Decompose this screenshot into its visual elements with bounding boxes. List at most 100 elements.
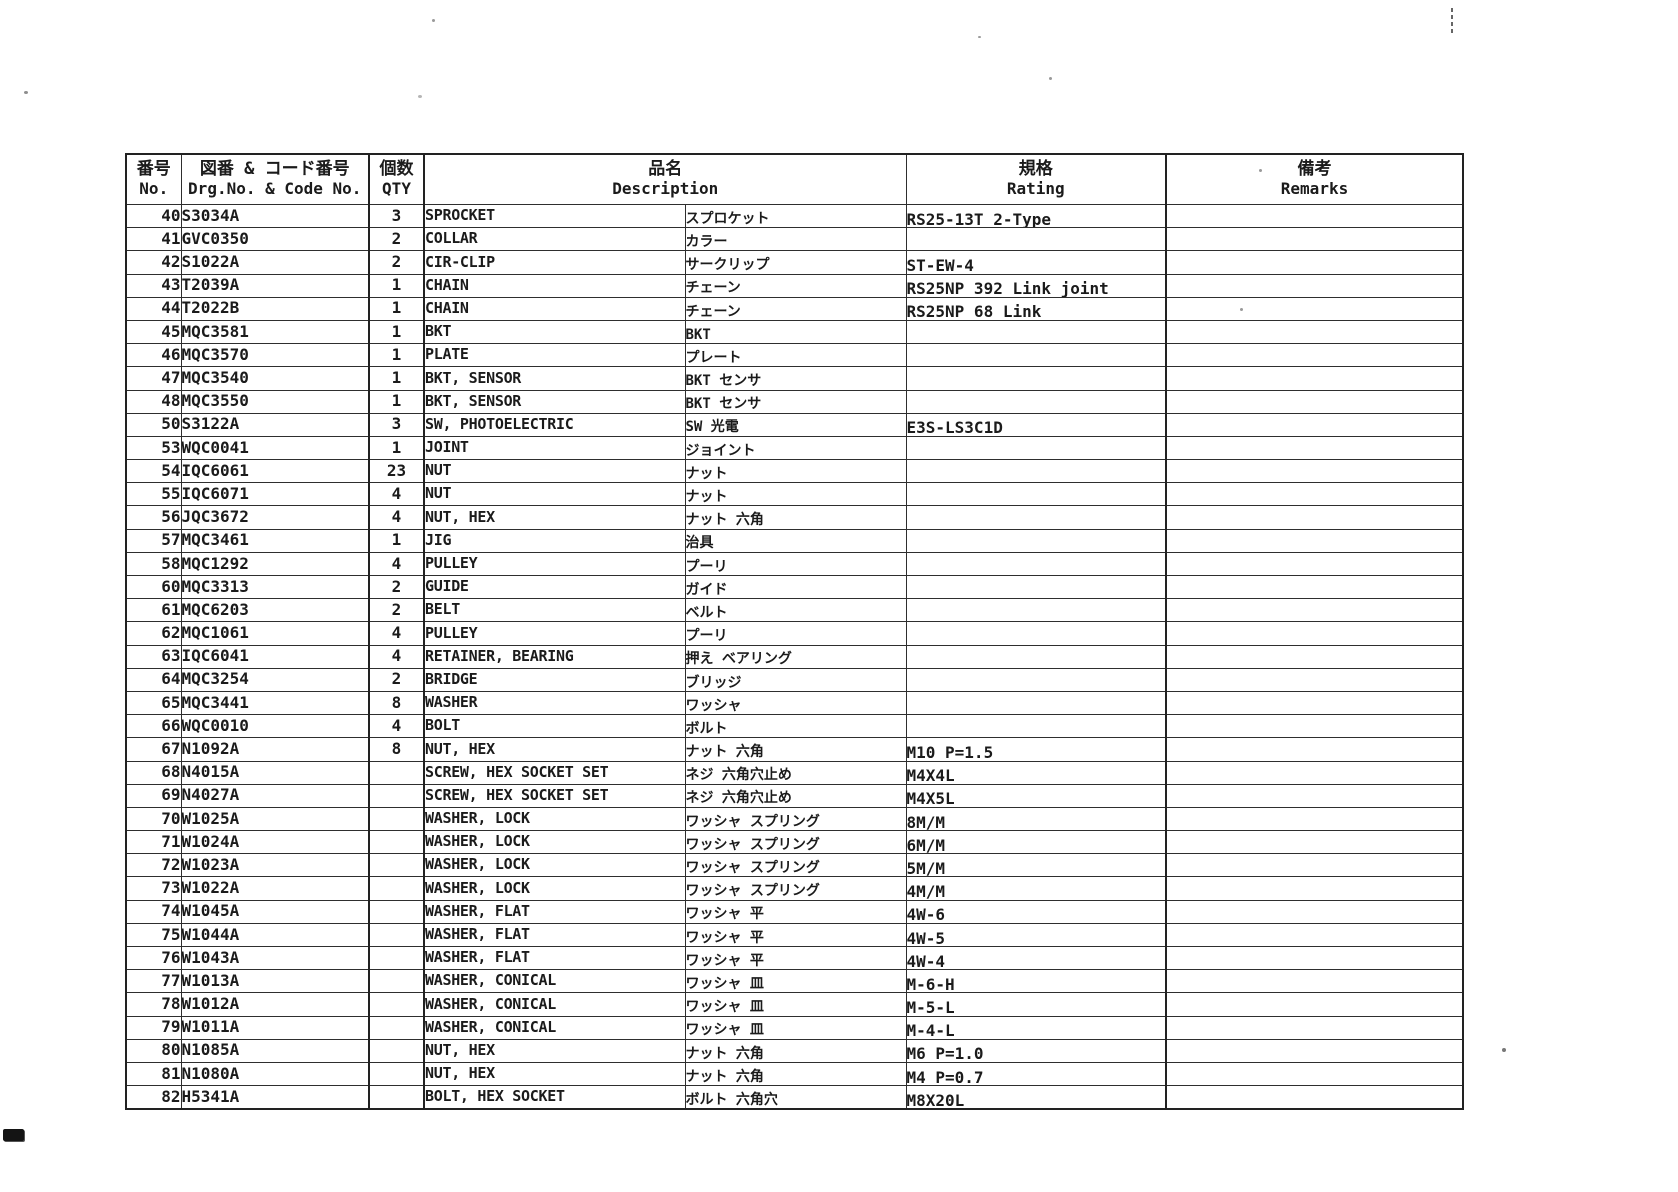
cell-rating-text: M-6-H xyxy=(906,974,955,993)
scan-speck xyxy=(978,36,981,38)
cell-description-japanese-text: スプロケット xyxy=(685,210,770,227)
cell-remarks xyxy=(1165,830,1464,855)
cell-description-japanese: ワッシャ スプリング xyxy=(684,876,907,901)
cell-quantity xyxy=(368,945,425,971)
table-row: 46 MQC3570 1 PLATE プレート xyxy=(125,343,1464,368)
cell-description-japanese-text: ワッシャ スプリング xyxy=(685,813,820,830)
cell-quantity: 4 xyxy=(368,551,425,577)
table-row: 58 MQC1292 4 PULLEY プーリ xyxy=(125,551,1464,577)
cell-description-japanese: 押え ベアリング xyxy=(684,644,907,669)
header-description-jp: 品名 xyxy=(648,159,683,180)
cell-part-number: 71 xyxy=(125,830,182,855)
cell-description-japanese: ワッシャ スプリング xyxy=(684,830,907,855)
cell-description-japanese: ワッシャ 平 xyxy=(684,899,907,924)
cell-description-japanese-text: ワッシャ スプリング xyxy=(685,836,820,853)
cell-quantity: 23 xyxy=(368,459,425,484)
cell-part-number: 67 xyxy=(125,737,182,762)
cell-description-japanese-text: ワッシャ 皿 xyxy=(685,975,764,992)
cell-description-english: NUT, HEX xyxy=(423,1061,686,1087)
cell-description-japanese-text: 押え ベアリング xyxy=(685,651,792,668)
table-row: 63 IQC6041 4 RETAINER, BEARING 押え ベアリング xyxy=(125,644,1464,669)
cell-drawing-code: MQC3540 xyxy=(180,366,370,391)
table-row: 72 W1023A WASHER, LOCK ワッシャ スプリング 5M/M xyxy=(125,853,1464,878)
cell-rating-text: M4X5L xyxy=(906,789,955,808)
table-row: 79 W1011A WASHER, CONICAL ワッシャ 皿 M-4-L xyxy=(125,1015,1464,1040)
cell-rating xyxy=(905,551,1167,577)
cell-drawing-code: MQC6203 xyxy=(180,598,370,623)
cell-quantity: 1 xyxy=(368,366,425,391)
cell-drawing-code: W1012A xyxy=(180,992,370,1017)
cell-part-number: 62 xyxy=(125,621,182,646)
cell-rating: RS25NP 68 Link xyxy=(905,296,1167,321)
cell-quantity xyxy=(368,806,425,832)
cell-remarks xyxy=(1165,899,1464,924)
cell-description-japanese: ワッシャ 皿 xyxy=(684,992,907,1017)
cell-drawing-code: S1022A xyxy=(180,250,370,275)
cell-rating-text: 4W-5 xyxy=(906,928,946,947)
cell-rating-text: RS25NP 68 Link xyxy=(906,302,1042,321)
cell-quantity: 4 xyxy=(368,644,425,669)
cell-quantity: 2 xyxy=(368,667,425,692)
cell-quantity xyxy=(368,853,425,878)
cell-rating-text: RS25-13T 2-Type xyxy=(906,209,1051,228)
cell-remarks xyxy=(1165,667,1464,692)
cell-rating: M-6-H xyxy=(905,969,1167,994)
cell-description-japanese: ナット 六角 xyxy=(684,737,907,762)
cell-description-japanese: ナット 六角 xyxy=(684,1061,907,1087)
cell-rating: M-4-L xyxy=(905,1015,1167,1040)
table-row: 56 JQC3672 4 NUT, HEX ナット 六角 xyxy=(125,505,1464,530)
cell-description-english: WASHER, CONICAL xyxy=(423,969,686,994)
cell-drawing-code: MQC1061 xyxy=(180,621,370,646)
cell-rating xyxy=(905,389,1167,414)
cell-remarks xyxy=(1165,876,1464,901)
cell-description-japanese: BKT センサ xyxy=(684,366,907,391)
cell-description-japanese: ブリッジ xyxy=(684,667,907,692)
cell-drawing-code: W1013A xyxy=(180,969,370,994)
cell-rating: M10 P=1.5 xyxy=(905,737,1167,762)
table-row: 47 MQC3540 1 BKT, SENSOR BKT センサ xyxy=(125,366,1464,391)
table-row: 64 MQC3254 2 BRIDGE ブリッジ xyxy=(125,667,1464,692)
cell-remarks xyxy=(1165,528,1464,553)
cell-remarks xyxy=(1165,250,1464,275)
header-rating: 規格 Rating xyxy=(905,153,1167,205)
cell-rating xyxy=(905,227,1167,252)
cell-remarks xyxy=(1165,412,1464,437)
cell-remarks xyxy=(1165,598,1464,623)
cell-description-english: PULLEY xyxy=(423,551,686,577)
cell-remarks xyxy=(1165,343,1464,368)
cell-description-japanese: ナット 六角 xyxy=(684,1038,907,1063)
header-remarks-en: Remarks xyxy=(1280,179,1349,199)
cell-description-japanese: ワッシャ スプリング xyxy=(684,853,907,878)
cell-description-english: RETAINER, BEARING xyxy=(423,644,686,669)
table-row: 61 MQC6203 2 BELT ベルト xyxy=(125,598,1464,623)
cell-description-japanese-text: ネジ 六角穴止め xyxy=(685,790,792,807)
cell-quantity: 1 xyxy=(368,296,425,321)
cell-rating-text: 8M/M xyxy=(906,812,946,831)
cell-quantity: 4 xyxy=(368,482,425,507)
cell-quantity: 2 xyxy=(368,574,425,600)
cell-remarks xyxy=(1165,969,1464,994)
cell-rating xyxy=(905,690,1167,716)
cell-rating: ST-EW-4 xyxy=(905,250,1167,275)
cell-description-japanese-text: 治具 xyxy=(685,535,714,552)
cell-part-number: 41 xyxy=(125,227,182,252)
cell-description-english: WASHER, LOCK xyxy=(423,806,686,832)
cell-drawing-code: N4015A xyxy=(180,760,370,785)
cell-description-english: BRIDGE xyxy=(423,667,686,692)
table-row: 80 N1085A NUT, HEX ナット 六角 M6 P=1.0 xyxy=(125,1038,1464,1063)
cell-drawing-code: MQC3581 xyxy=(180,319,370,345)
table-row: 42 S1022A 2 CIR-CLIP サークリップ ST-EW-4 xyxy=(125,250,1464,275)
cell-part-number: 70 xyxy=(125,806,182,832)
cell-description-japanese-text: ワッシャ 皿 xyxy=(685,1022,764,1039)
cell-drawing-code: WQC0010 xyxy=(180,714,370,739)
header-rating-en: Rating xyxy=(1006,179,1065,199)
cell-quantity xyxy=(368,969,425,994)
cell-remarks xyxy=(1165,760,1464,785)
header-description-en: Description xyxy=(612,179,719,199)
header-no-jp: 番号 xyxy=(136,159,171,180)
cell-description-japanese: プレート xyxy=(684,343,907,368)
scan-speck xyxy=(24,91,28,94)
cell-description-english: WASHER, FLAT xyxy=(423,922,686,948)
table-row: 70 W1025A WASHER, LOCK ワッシャ スプリング 8M/M xyxy=(125,806,1464,832)
